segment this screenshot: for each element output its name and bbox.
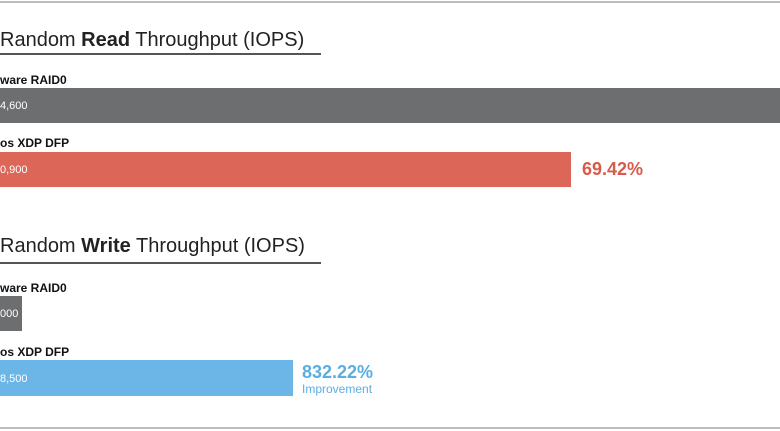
bar <box>0 296 22 331</box>
title-part: Throughput (IOPS) <box>130 235 305 257</box>
panel-title: Random Write Throughput (IOPS) <box>0 234 305 258</box>
bar-value: 4,600 <box>0 100 28 112</box>
bar-label: ware RAID0 <box>0 281 67 295</box>
panel-title: Random Read Throughput (IOPS) <box>0 28 304 52</box>
bar <box>0 360 293 396</box>
bottom-rule <box>0 427 780 429</box>
title-part: Random <box>0 235 82 257</box>
title-bold: Write <box>81 235 131 257</box>
improvement-caption: Improvement <box>302 382 373 396</box>
title-underline <box>0 262 321 264</box>
improvement: 69.42% <box>582 159 644 179</box>
title-bold: Read <box>81 29 131 51</box>
bar <box>0 88 780 123</box>
improvement: 832.22% <box>302 362 374 382</box>
bar-label: os XDP DFP <box>0 345 70 359</box>
bar-value: 8,500 <box>0 373 28 385</box>
title-underline <box>0 53 321 55</box>
bar <box>0 152 571 187</box>
bar-label: ware RAID0 <box>0 73 67 87</box>
title-part: Random <box>0 29 82 51</box>
bar-label: os XDP DFP <box>0 136 70 150</box>
title-part: Throughput (IOPS) <box>130 29 305 51</box>
bar-value: 0,900 <box>0 164 28 176</box>
top-rule <box>0 1 780 3</box>
bar-value: 000 <box>0 308 19 320</box>
